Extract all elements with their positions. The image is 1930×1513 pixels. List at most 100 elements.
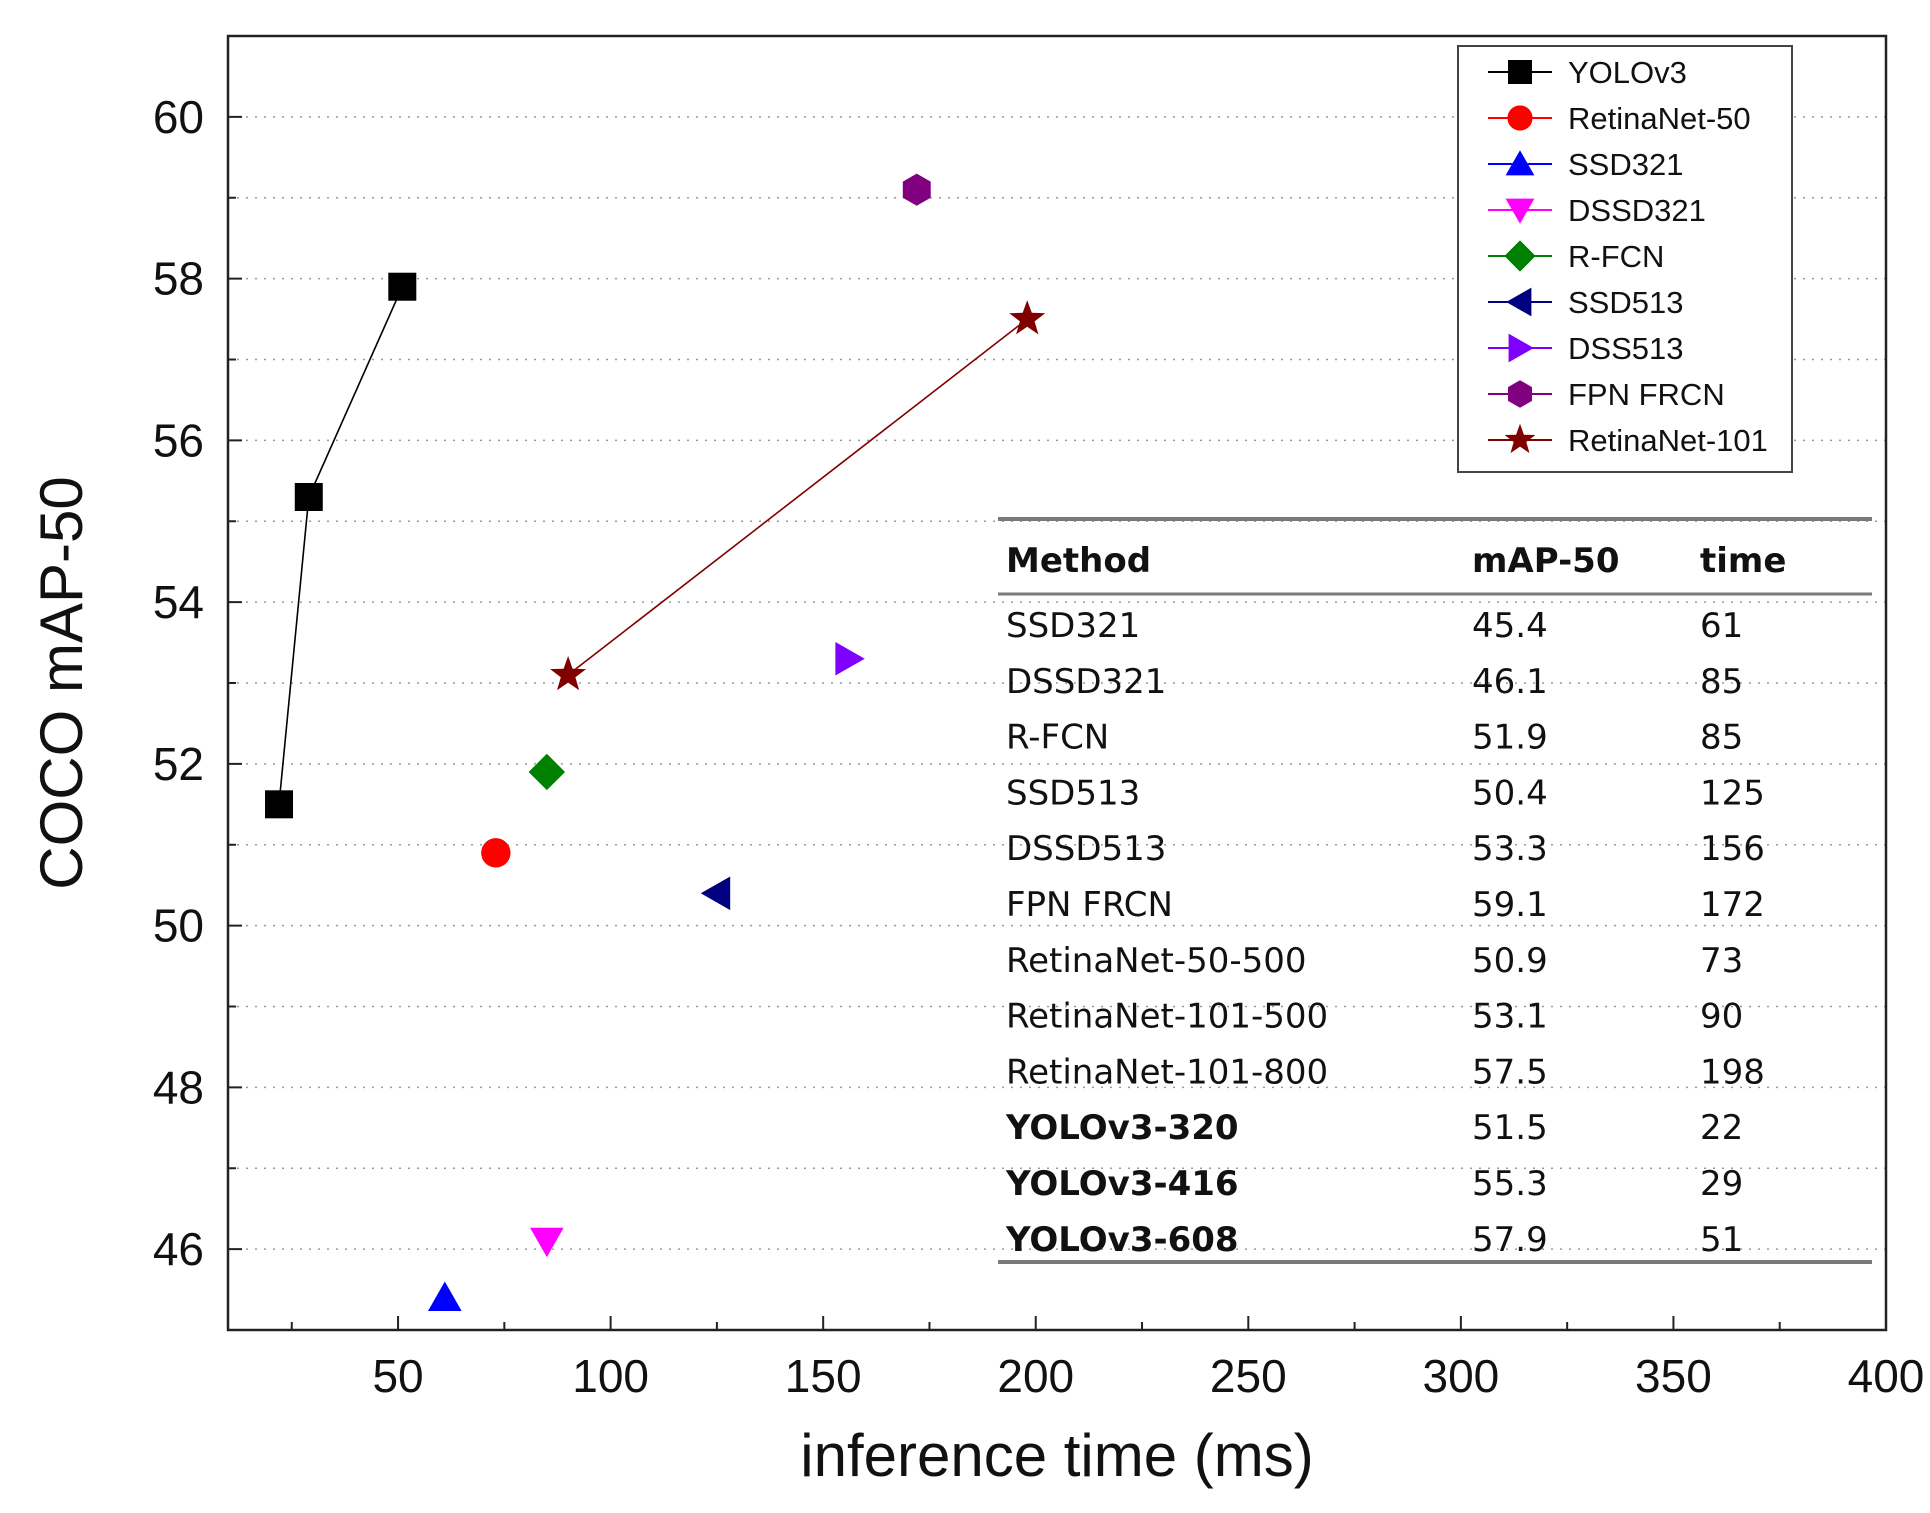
- legend-entry: SSD321: [1488, 147, 1683, 182]
- table-row: FPN FRCN 59.1 172: [1006, 885, 1765, 925]
- table-cell-map: 59.1: [1472, 885, 1548, 925]
- table-row: DSSD321 46.1 85: [1006, 662, 1743, 702]
- data-point: [835, 641, 865, 676]
- table-cell-map: 50.4: [1472, 773, 1548, 813]
- legend-entry: DSSD321: [1488, 193, 1706, 228]
- x-tick-label: 100: [572, 1350, 649, 1402]
- legend-marker: [1508, 333, 1534, 363]
- data-point: [528, 753, 566, 791]
- table-row: SSD513 50.4 125: [1006, 773, 1765, 813]
- y-tick-label: 60: [153, 91, 204, 143]
- x-axis-title: inference time (ms): [800, 1422, 1313, 1489]
- table-cell-map: 51.9: [1472, 718, 1548, 758]
- legend-marker: [1507, 105, 1533, 131]
- data-series: [265, 173, 1046, 1311]
- data-point: [428, 1281, 462, 1311]
- results-table: Method mAP-50 time SSD321 45.4 61 DSSD321 46.1 8…: [998, 517, 1872, 1264]
- table-cell-time: 61: [1700, 606, 1743, 646]
- table-cell-method: RetinaNet-101-800: [1006, 1052, 1328, 1092]
- series-dssd321: [530, 1227, 564, 1258]
- y-tick-label: 50: [153, 900, 204, 952]
- table-cell-time: 51: [1700, 1220, 1743, 1260]
- legend-marker: [1504, 423, 1536, 454]
- data-point: [388, 272, 417, 301]
- series-ssd321: [428, 1281, 462, 1311]
- table-cell-method: DSSD321: [1006, 662, 1166, 702]
- table-cell-map: 57.9: [1472, 1220, 1548, 1260]
- table-cell-time: 156: [1700, 829, 1765, 869]
- series-yolov3: [265, 272, 417, 819]
- series-dss513: [835, 641, 865, 676]
- table-cell-time: 22: [1700, 1108, 1743, 1148]
- data-point: [550, 656, 587, 691]
- table-cell-method: YOLOv3-320: [1005, 1108, 1239, 1148]
- table-cell-method: DSSD513: [1006, 829, 1166, 869]
- y-tick-label: 46: [153, 1223, 204, 1275]
- series-line: [567, 318, 1028, 676]
- table-cell-time: 172: [1700, 885, 1765, 925]
- table-cell-time: 85: [1700, 718, 1743, 758]
- table-row: YOLOv3-416 55.3 29: [1005, 1164, 1743, 1204]
- legend-label: SSD321: [1568, 147, 1683, 182]
- legend-entry: RetinaNet-50: [1488, 101, 1751, 136]
- legend-marker: [1508, 380, 1532, 408]
- table-cell-map: 57.5: [1472, 1052, 1548, 1092]
- legend-label: YOLOv3: [1568, 55, 1687, 90]
- axes: 50 100 150 200 250 300 350 400 46 48 50 52 54 56 58 60 i…: [28, 34, 1924, 1489]
- legend-entry: RetinaNet-101: [1488, 423, 1768, 458]
- legend-label: RetinaNet-50: [1568, 101, 1751, 136]
- table-cell-method: SSD321: [1006, 606, 1140, 646]
- table-cell-map: 53.1: [1472, 997, 1548, 1037]
- data-point: [294, 482, 323, 511]
- table-row: RetinaNet-101-800 57.5 198: [1006, 1052, 1765, 1092]
- series-ssd513: [700, 876, 731, 911]
- table-row: YOLOv3-608 57.9 51: [1005, 1220, 1743, 1260]
- table-cell-time: 73: [1700, 941, 1743, 981]
- y-tick-label: 48: [153, 1061, 204, 1113]
- x-tick-label: 300: [1422, 1350, 1499, 1402]
- legend-marker: [1505, 198, 1535, 224]
- table-row: RetinaNet-101-500 53.1 90: [1006, 997, 1743, 1037]
- legend-label: SSD513: [1568, 285, 1683, 320]
- series-r-fcn: [528, 753, 566, 791]
- table-cell-method: YOLOv3-416: [1005, 1164, 1239, 1204]
- legend-marker: [1508, 60, 1532, 84]
- table-cell-method: SSD513: [1006, 773, 1140, 813]
- legend-label: DSSD321: [1568, 193, 1706, 228]
- table-row: YOLOv3-320 51.5 22: [1005, 1108, 1743, 1148]
- table-row: DSSD513 53.3 156: [1006, 829, 1765, 869]
- data-point: [265, 790, 294, 819]
- table-row: SSD321 45.4 61: [1006, 606, 1743, 646]
- x-tick-label: 50: [372, 1350, 423, 1402]
- table-cell-map: 53.3: [1472, 829, 1548, 869]
- table-cell-method: R-FCN: [1006, 718, 1109, 758]
- table-cell-method: RetinaNet-50-500: [1006, 941, 1307, 981]
- y-tick-label: 52: [153, 738, 204, 790]
- data-point: [530, 1227, 564, 1258]
- table-cell-method: FPN FRCN: [1006, 885, 1173, 925]
- x-tick-label: 200: [997, 1350, 1074, 1402]
- data-point: [1009, 300, 1046, 335]
- series-retinanet-50: [481, 838, 511, 868]
- table-row: R-FCN 51.9 85: [1006, 718, 1743, 758]
- table-cell-map: 46.1: [1472, 662, 1548, 702]
- legend-label: DSS513: [1568, 331, 1683, 366]
- table-row: RetinaNet-50-500 50.9 73: [1006, 941, 1743, 981]
- legend-entry: YOLOv3: [1488, 55, 1687, 90]
- legend-marker: [1506, 287, 1532, 317]
- data-point: [481, 838, 511, 868]
- table-cell-map: 55.3: [1472, 1164, 1548, 1204]
- table-header-cell: mAP-50: [1472, 541, 1620, 581]
- y-tick-label: 56: [153, 414, 204, 466]
- table-cell-method: YOLOv3-608: [1005, 1220, 1239, 1260]
- table-cell-method: RetinaNet-101-500: [1006, 997, 1328, 1037]
- table-cell-map: 45.4: [1472, 606, 1548, 646]
- legend-label: R-FCN: [1568, 239, 1664, 274]
- legend-entry: SSD513: [1488, 285, 1683, 320]
- legend-label: FPN FRCN: [1568, 377, 1725, 412]
- series-fpn-frcn: [902, 173, 931, 206]
- legend-entry: FPN FRCN: [1488, 377, 1725, 412]
- legend: YOLOv3 RetinaNet-50 SSD321 DSSD321 R-FCN SSD5…: [1457, 45, 1793, 473]
- y-tick-label: 54: [153, 576, 204, 628]
